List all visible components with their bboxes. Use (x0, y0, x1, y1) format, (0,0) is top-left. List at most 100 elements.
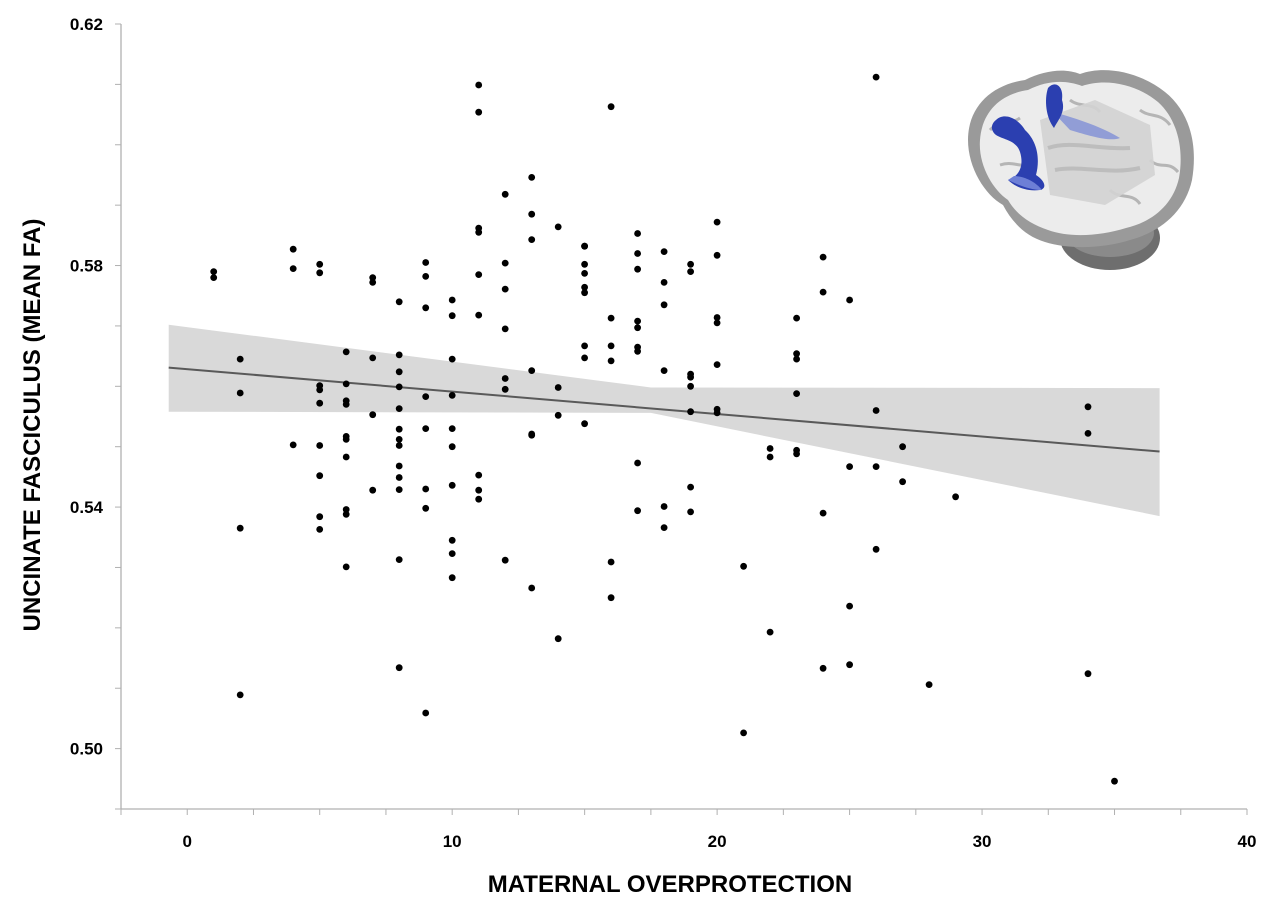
data-point (713, 361, 721, 368)
data-point (581, 283, 588, 291)
data-point (422, 709, 430, 717)
data-point (289, 265, 297, 272)
data-point (581, 354, 588, 362)
data-point (687, 268, 694, 275)
data-point (713, 319, 721, 327)
data-point (316, 269, 324, 277)
data-point (819, 664, 827, 672)
data-point (925, 681, 933, 688)
data-point (634, 347, 641, 355)
data-point (581, 260, 588, 268)
data-point (422, 304, 430, 312)
data-point (448, 355, 456, 363)
data-point (369, 486, 377, 494)
data-point (210, 268, 218, 275)
data-point (369, 411, 377, 419)
data-point (872, 73, 880, 81)
data-point (342, 506, 350, 513)
data-point (634, 324, 641, 332)
data-point (846, 296, 853, 304)
data-point (342, 453, 350, 461)
data-point (395, 383, 403, 391)
data-point (422, 504, 430, 512)
data-point (448, 536, 456, 544)
data-point (316, 526, 324, 533)
data-point (475, 81, 483, 89)
data-point (501, 556, 509, 564)
data-point (342, 436, 350, 443)
data-point (687, 508, 694, 516)
brain-uncinate-fasciculus-image (968, 70, 1194, 270)
data-point (607, 314, 615, 322)
data-point (369, 354, 377, 362)
y-tick-label: 0.62 (70, 15, 103, 34)
data-point (713, 409, 721, 417)
data-point (793, 314, 800, 322)
data-point (236, 389, 244, 397)
data-point (448, 312, 456, 320)
data-point (766, 628, 774, 636)
y-axis-title: UNCINATE FASCICULUS (MEAN FA) (19, 219, 46, 632)
data-point (395, 368, 403, 376)
data-point (342, 401, 350, 408)
data-point (581, 420, 588, 428)
data-point (528, 431, 536, 439)
data-point (554, 223, 562, 231)
data-point (607, 594, 615, 602)
data-point (581, 270, 588, 277)
data-point (236, 691, 244, 699)
data-point (448, 574, 456, 582)
data-point (660, 279, 668, 286)
data-point (448, 296, 456, 304)
axis-ticks: 0.50 0.54 0.58 0.62 0 10 20 30 40 (70, 15, 1257, 851)
data-point (236, 355, 244, 363)
data-point (528, 174, 536, 181)
data-point (846, 602, 853, 610)
confidence-band (168, 324, 1160, 517)
data-point (316, 442, 324, 449)
data-point (634, 459, 641, 467)
data-point (554, 384, 562, 391)
data-point (395, 442, 403, 449)
data-point (501, 375, 509, 382)
data-point (634, 250, 641, 257)
x-axis-title: MATERNAL OVERPROTECTION (488, 871, 852, 897)
data-point (448, 550, 456, 557)
data-point (581, 342, 588, 350)
data-point (475, 228, 483, 236)
data-point (713, 218, 721, 226)
data-point (687, 382, 694, 390)
data-point (422, 393, 430, 400)
x-tick-label: 30 (973, 832, 992, 851)
data-point (475, 271, 483, 278)
data-point (422, 425, 430, 432)
data-point (475, 471, 483, 479)
data-point (846, 463, 853, 470)
data-point (766, 445, 774, 452)
data-point (528, 584, 536, 592)
data-point (872, 545, 880, 553)
data-point (819, 253, 827, 261)
data-point (395, 436, 403, 443)
data-point (342, 563, 350, 571)
data-point (581, 242, 588, 250)
data-point (501, 285, 509, 293)
data-point (607, 103, 615, 111)
data-point (793, 390, 800, 397)
data-point (501, 259, 509, 267)
data-point (740, 729, 747, 737)
data-point (395, 298, 403, 306)
x-tick-label: 10 (443, 832, 462, 851)
data-point (501, 325, 509, 333)
data-point (501, 190, 509, 198)
data-point (528, 210, 536, 218)
data-point (395, 405, 403, 412)
data-point (475, 311, 483, 319)
data-point (316, 513, 324, 521)
data-point (660, 367, 668, 374)
data-point (634, 230, 641, 237)
data-point (1111, 777, 1118, 785)
data-point (687, 408, 694, 416)
data-point (1084, 670, 1092, 678)
data-point (501, 385, 509, 393)
